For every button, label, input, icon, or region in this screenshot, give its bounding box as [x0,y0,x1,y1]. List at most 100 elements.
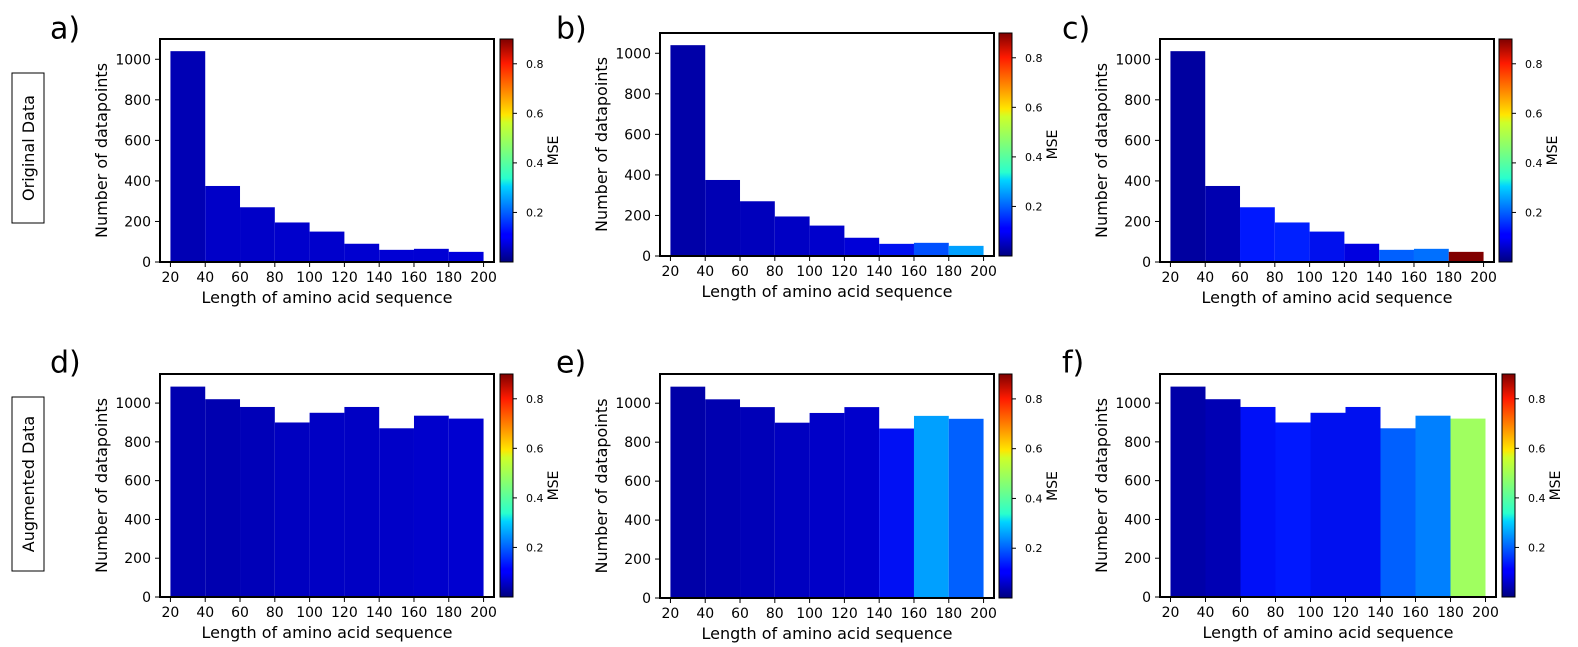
bar [1205,185,1241,262]
colorbar [998,373,1013,599]
x-tick-label: 120 [831,264,858,280]
panel-letter: b) [556,12,587,47]
y-tick-label: 1000 [115,396,151,412]
x-tick-label: 140 [366,605,393,621]
colorbar-tick-label: 0.4 [526,157,544,170]
colorbar-label: MSE [1545,136,1561,166]
y-tick-label: 800 [124,93,151,109]
x-axis-title: Length of amino acid sequence [1202,623,1453,642]
colorbar-tick-label: 0.4 [1025,492,1043,505]
panels: a)20 40 60 80 100 120 140 160 180 200020040060080… [50,12,1564,644]
x-tick-label: 120 [331,270,358,286]
x-tick-label: 160 [401,605,428,621]
x-tick-label: 100 [1296,270,1323,286]
bar [1448,251,1484,262]
x-tick-label: 20 [662,606,680,622]
y-tick-label: 1000 [615,396,651,412]
bar [205,185,241,262]
colorbar-tick-label: 0.2 [1025,542,1043,555]
plot-frame [659,32,995,257]
bar [309,231,345,262]
x-tick-label: 160 [1401,270,1428,286]
y-tick-label: 600 [124,474,151,490]
y-tick-label: 800 [124,435,151,451]
plot-frame [159,373,495,598]
bar [413,248,449,262]
bar [809,412,845,598]
bar [1450,418,1486,597]
panel-2: b) 20 40 60 80 100 120 140 160 180 200 0 200 400 600 80… [556,12,1061,302]
x-tick-label: 160 [901,606,928,622]
bar [205,399,241,597]
colorbar-label: MSE [1548,471,1564,501]
y-tick-label: 400 [124,512,151,528]
y-tick-label: 600 [1124,474,1151,490]
panel-5: e) 20 40 60 80 100 120 140 160 180 200 0 200 400 600 80… [556,346,1061,644]
y-tick-label: 600 [624,127,651,143]
bar [948,245,984,256]
x-tick-label: 100 [796,606,823,622]
x-tick-label: 80 [766,606,784,622]
colorbar-label: MSE [546,136,562,166]
colorbar-label: MSE [1045,130,1061,160]
x-tick-label: 20 [162,605,180,621]
x-tick-label: 120 [1331,270,1358,286]
colorbar-tick-label: 0.4 [1525,157,1543,170]
x-tick-label: 180 [1435,270,1462,286]
colorbar-label: MSE [1045,471,1061,501]
bar [774,422,810,598]
x-tick-label: 40 [1196,270,1214,286]
row-label-original: Original Data [11,72,45,224]
x-axis-title: Length of amino acid sequence [201,288,452,307]
x-tick-label: 160 [1402,605,1429,621]
colorbar-tick-label: 0.6 [526,442,544,455]
bar [844,407,880,598]
y-tick-label: 1000 [1115,52,1151,68]
plot-frame [159,38,495,263]
panel-letter: d) [50,346,81,381]
panel-6: f) 20 40 60 80 100 120 140 160 180 200 0 200 400 600 80… [1062,346,1564,643]
colorbar-tick-label: 0.8 [1528,393,1546,406]
y-tick-label: 800 [624,87,651,103]
y-tick-label: 200 [1124,214,1151,230]
colorbar-tick-label: 0.8 [1025,393,1043,406]
x-tick-label: 120 [1332,605,1359,621]
bar [170,51,206,262]
x-tick-label: 160 [901,264,928,280]
y-axis-title: Number of datapoints [592,398,611,573]
x-axis-title: Length of amino acid sequence [701,282,952,301]
bar [1205,399,1241,597]
bar [274,422,310,597]
x-tick-label: 20 [1162,605,1180,621]
y-axis-title: Number of datapoints [1092,63,1111,238]
colorbar-tick-label: 0.6 [1528,442,1546,455]
colorbar [499,38,514,263]
bar [1240,406,1276,597]
colorbar-tick-label: 0.8 [526,393,544,406]
x-tick-label: 60 [1232,605,1250,621]
x-tick-label: 40 [1197,605,1215,621]
x-tick-label: 60 [1231,270,1249,286]
colorbar [1501,373,1516,598]
colorbar-tick-label: 0.6 [1025,101,1043,114]
bar [1379,249,1414,262]
x-tick-label: 40 [696,264,714,280]
bar [948,418,984,598]
x-tick-label: 40 [196,270,214,286]
panel-letter: f) [1062,346,1084,381]
row-label-original-text: Original Data [19,95,38,201]
x-tick-label: 180 [435,270,462,286]
y-tick-label: 0 [1142,590,1151,606]
bar [379,428,414,597]
bar [809,225,845,256]
x-tick-label: 20 [1162,270,1180,286]
bar [344,243,380,262]
panel-letter: e) [556,346,586,381]
x-tick-label: 20 [662,264,680,280]
colorbar-label: MSE [546,471,562,501]
x-tick-label: 140 [1367,605,1394,621]
y-tick-label: 0 [642,591,651,607]
bar [170,386,206,597]
y-tick-label: 200 [1124,551,1151,567]
bar [670,45,706,256]
